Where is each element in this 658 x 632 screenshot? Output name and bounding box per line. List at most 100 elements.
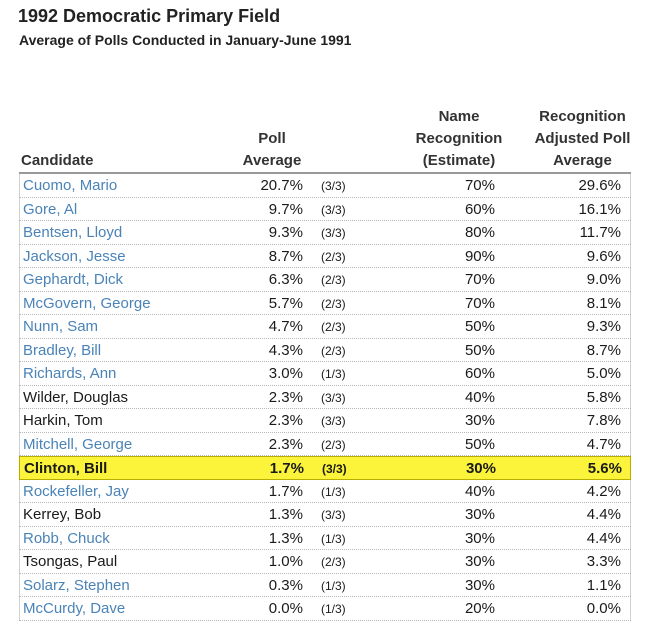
name-recognition-value: 30% bbox=[464, 576, 495, 594]
header-name-recognition-line-1: Name bbox=[438, 108, 480, 125]
candidate-name-link[interactable]: Bentsen, Lloyd bbox=[23, 224, 123, 241]
header-candidate: Candidate bbox=[21, 152, 94, 169]
adjusted-average-value: 4.4% bbox=[586, 506, 621, 523]
name-recognition-value: 30% bbox=[465, 460, 496, 477]
name-recognition-value: 90% bbox=[464, 247, 495, 265]
candidate-name-link[interactable]: Mitchell, George bbox=[23, 435, 133, 453]
poll-count-value: (2/3) bbox=[321, 555, 346, 569]
header-name-recognition-line-2: Recognition bbox=[415, 130, 503, 147]
name-recognition-value: 30% bbox=[464, 412, 495, 429]
table-row: Bradley, Bill 4.3% (2/3) 50% 8.7% bbox=[19, 339, 631, 362]
poll-average-value: 1.0% bbox=[268, 553, 303, 570]
candidate-name-link[interactable]: McGovern, George bbox=[23, 294, 151, 312]
table-row: Mitchell, George 2.3% (2/3) 50% 4.7% bbox=[19, 433, 631, 456]
candidate-name-link[interactable]: Cuomo, Mario bbox=[23, 177, 118, 194]
table-row: Robb, Chuck 1.3% (1/3) 30% 4.4% bbox=[19, 527, 631, 550]
adjusted-average-value: 11.7% bbox=[579, 224, 621, 241]
poll-count-value: (3/3) bbox=[321, 414, 346, 428]
table-row: Gore, Al 9.7% (3/3) 60% 16.1% bbox=[19, 198, 631, 221]
candidate-name: Wilder, Douglas bbox=[23, 388, 129, 406]
table-border-right bbox=[630, 174, 631, 620]
table-row: Cuomo, Mario 20.7% (3/3) 70% 29.6% bbox=[19, 174, 631, 198]
table-row: Rockefeller, Jay 1.7% (1/3) 40% 4.2% bbox=[19, 480, 631, 503]
name-recognition-value: 50% bbox=[464, 341, 495, 359]
header-rule bbox=[19, 172, 631, 174]
name-recognition-value: 70% bbox=[464, 294, 495, 312]
adjusted-average-value: 4.7% bbox=[586, 435, 621, 453]
poll-average-value: 4.3% bbox=[268, 341, 303, 359]
candidate-name-link[interactable]: Richards, Ann bbox=[23, 365, 117, 382]
poll-average-value: 1.3% bbox=[268, 506, 303, 523]
candidate-name-link[interactable]: McCurdy, Dave bbox=[23, 600, 126, 617]
adjusted-average-value: 3.3% bbox=[586, 553, 621, 570]
table-row: Nunn, Sam 4.7% (2/3) 50% 9.3% bbox=[19, 315, 631, 339]
candidate-name: Clinton, Bill bbox=[24, 460, 108, 477]
adjusted-average-value: 5.8% bbox=[586, 388, 621, 406]
candidate-name-link[interactable]: Solarz, Stephen bbox=[23, 576, 130, 594]
adjusted-average-value: 4.4% bbox=[586, 529, 621, 547]
poll-average-value: 4.7% bbox=[268, 318, 303, 335]
adjusted-average-value: 5.6% bbox=[587, 460, 622, 477]
poll-count-value: (1/3) bbox=[321, 484, 346, 499]
poll-average-value: 1.7% bbox=[269, 460, 304, 477]
name-recognition-value: 50% bbox=[464, 435, 495, 453]
adjusted-average-value: 9.3% bbox=[586, 318, 621, 335]
poll-count-value: (3/3) bbox=[321, 226, 346, 240]
poll-count-value: (3/3) bbox=[321, 202, 346, 217]
table-row: Tsongas, Paul 1.0% (2/3) 30% 3.3% bbox=[19, 550, 631, 574]
poll-average-value: 2.3% bbox=[268, 388, 303, 406]
table-row: Gephardt, Dick 6.3% (2/3) 70% 9.0% bbox=[19, 268, 631, 292]
candidate-name: Harkin, Tom bbox=[23, 412, 103, 429]
poll-average-value: 2.3% bbox=[268, 412, 303, 429]
name-recognition-value: 80% bbox=[464, 224, 495, 241]
name-recognition-value: 40% bbox=[464, 388, 495, 406]
adjusted-average-value: 4.2% bbox=[586, 482, 621, 500]
poll-average-value: 3.0% bbox=[268, 365, 303, 382]
poll-count-value: (2/3) bbox=[321, 437, 346, 452]
adjusted-average-value: 1.1% bbox=[586, 576, 621, 594]
candidate-name-link[interactable]: Jackson, Jesse bbox=[23, 247, 126, 265]
candidate-name-link[interactable]: Rockefeller, Jay bbox=[23, 482, 129, 500]
poll-average-value: 1.7% bbox=[268, 482, 303, 500]
header-poll-average-line-1: Poll bbox=[258, 130, 286, 147]
adjusted-average-value: 29.6% bbox=[578, 177, 621, 194]
poll-count-value: (2/3) bbox=[321, 296, 346, 311]
poll-count-value: (2/3) bbox=[321, 249, 346, 264]
candidate-name-link[interactable]: Gore, Al bbox=[23, 200, 78, 218]
poll-count-value: (1/3) bbox=[321, 578, 346, 593]
table-row: Wilder, Douglas 2.3% (3/3) 40% 5.8% bbox=[19, 386, 631, 409]
poll-average-value: 0.3% bbox=[268, 576, 303, 594]
table-row: Richards, Ann 3.0% (1/3) 60% 5.0% bbox=[19, 362, 631, 386]
header-adjusted-line-3: Average bbox=[553, 152, 612, 169]
poll-count-value: (3/3) bbox=[321, 179, 346, 193]
poll-count-value: (1/3) bbox=[321, 602, 346, 616]
candidate-name-link[interactable]: Gephardt, Dick bbox=[23, 271, 124, 288]
table-row-highlighted: Clinton, Bill 1.7% (3/3) 30% 5.6% bbox=[19, 456, 631, 480]
poll-average-value: 8.7% bbox=[268, 247, 303, 265]
candidate-name-link[interactable]: Bradley, Bill bbox=[23, 341, 102, 359]
poll-count-value: (2/3) bbox=[321, 343, 346, 358]
table-row: Jackson, Jesse 8.7% (2/3) 90% 9.6% bbox=[19, 245, 631, 268]
candidate-table: Cuomo, Mario 20.7% (3/3) 70% 29.6% Gore, Al 9.… bbox=[19, 174, 631, 621]
table-row: McGovern, George 5.7% (2/3) 70% 8.1% bbox=[19, 292, 631, 315]
poll-average-value: 9.7% bbox=[268, 200, 303, 218]
adjusted-average-value: 0.0% bbox=[586, 600, 621, 617]
header-name-recognition: Name Recognition (Estimate) bbox=[405, 106, 513, 172]
candidate-name-link[interactable]: Nunn, Sam bbox=[23, 318, 99, 335]
header-adjusted-average: Recognition Adjusted Poll Average bbox=[515, 106, 650, 172]
header-poll-average-line-2: Average bbox=[242, 152, 302, 169]
name-recognition-value: 50% bbox=[464, 318, 495, 335]
poll-average-value: 6.3% bbox=[268, 271, 303, 288]
name-recognition-value: 70% bbox=[464, 177, 495, 194]
name-recognition-value: 30% bbox=[464, 506, 495, 523]
table-row: Solarz, Stephen 0.3% (1/3) 30% 1.1% bbox=[19, 574, 631, 597]
adjusted-average-value: 9.6% bbox=[586, 247, 621, 265]
page-title: 1992 Democratic Primary Field bbox=[18, 6, 281, 26]
header-name-recognition-line-3: (Estimate) bbox=[422, 152, 496, 169]
header-adjusted-line-1: Recognition bbox=[539, 108, 626, 125]
poll-count-value: (3/3) bbox=[321, 390, 346, 405]
candidate-name-link[interactable]: Robb, Chuck bbox=[23, 529, 110, 547]
poll-average-value: 2.3% bbox=[268, 435, 303, 453]
name-recognition-value: 30% bbox=[464, 529, 495, 547]
poll-average-value: 1.3% bbox=[268, 529, 303, 547]
